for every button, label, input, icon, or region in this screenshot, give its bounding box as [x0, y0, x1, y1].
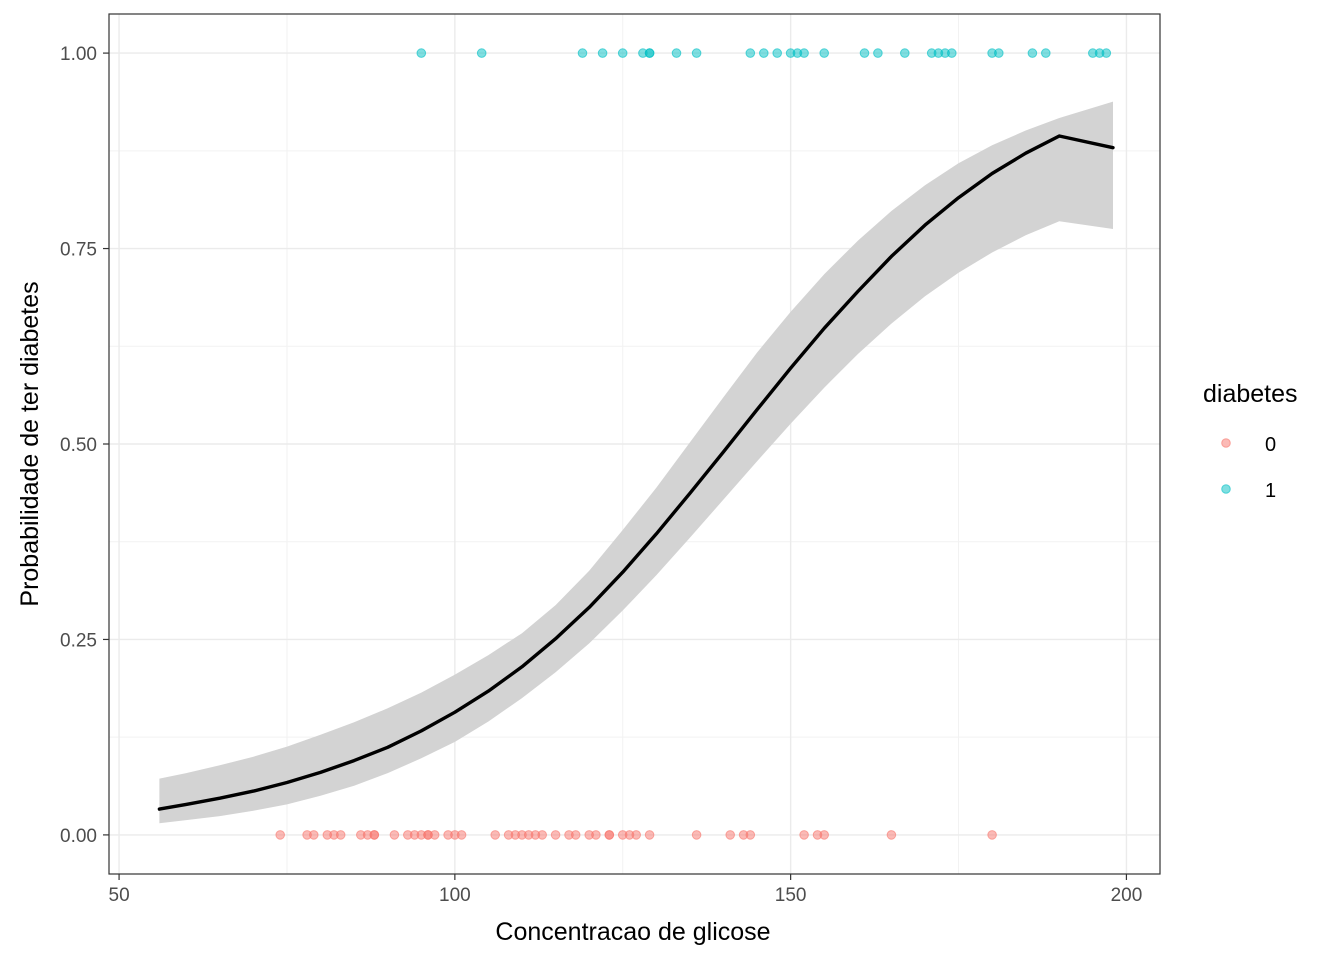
- data-point-group-0: [537, 830, 548, 840]
- data-point-group-1: [476, 48, 487, 58]
- data-point-group-1: [597, 48, 608, 58]
- data-point-group-1: [947, 48, 957, 58]
- data-point-group-0: [819, 830, 830, 840]
- y-tick-label: 1.00: [60, 44, 97, 65]
- data-point-group-1: [1101, 48, 1112, 58]
- data-point-group-1: [617, 48, 628, 58]
- legend-title: diabetes: [1203, 380, 1298, 408]
- data-point-group-0: [745, 830, 756, 840]
- data-point-group-0: [490, 830, 501, 840]
- data-point-group-0: [429, 830, 440, 840]
- y-tick-label: 0.50: [60, 435, 97, 456]
- data-point-group-0: [389, 830, 400, 840]
- data-point-group-1: [900, 48, 910, 58]
- y-tick-label: 0.25: [60, 630, 97, 651]
- data-point-group-1: [671, 48, 682, 58]
- x-tick-label: 200: [1111, 885, 1143, 906]
- fitted-logistic-curve: [157, 134, 1115, 811]
- data-point-group-1: [691, 48, 702, 58]
- data-point-group-1: [1027, 48, 1038, 58]
- legend-label-1: 1: [1265, 480, 1276, 502]
- data-point-group-1: [577, 48, 588, 58]
- data-point-group-1: [416, 48, 427, 58]
- data-point-group-0: [725, 830, 736, 840]
- data-point-group-0: [591, 830, 601, 840]
- x-tick-label: 150: [775, 885, 807, 906]
- confidence-band-layer: [159, 101, 1113, 824]
- data-point-group-1: [873, 48, 883, 58]
- data-point-group-1: [644, 48, 655, 58]
- legend-key-1: [1221, 484, 1231, 494]
- data-point-group-1: [799, 48, 809, 58]
- data-point-group-1: [745, 48, 756, 58]
- y-tick-label: 0.00: [60, 826, 97, 847]
- x-tick-label: 50: [109, 885, 130, 906]
- x-axis-title: Concentracao de glicose: [495, 918, 770, 946]
- data-point-group-1: [772, 48, 783, 58]
- legend: diabetes 01: [1203, 380, 1298, 502]
- data-point-group-0: [604, 830, 615, 840]
- data-point-group-0: [369, 830, 380, 840]
- legend-entries: 01: [1221, 434, 1276, 502]
- major-gridlines: [109, 14, 1160, 874]
- data-points-layer: [275, 48, 1112, 840]
- y-axis-title: Probabilidade de ter diabetes: [16, 281, 44, 606]
- data-point-group-0: [456, 830, 467, 840]
- data-point-group-0: [309, 830, 319, 840]
- data-point-group-0: [570, 830, 581, 840]
- legend-key-0: [1221, 438, 1231, 448]
- data-point-group-1: [819, 48, 830, 58]
- data-point-group-0: [691, 830, 702, 840]
- legend-label-0: 0: [1265, 434, 1276, 456]
- y-axis: 0.00 0.25 0.50 0.75 1.00: [60, 44, 109, 847]
- fit-line-layer: [157, 134, 1115, 811]
- data-point-group-1: [1041, 48, 1051, 58]
- data-point-group-0: [987, 830, 997, 840]
- data-point-group-0: [799, 830, 809, 840]
- y-tick-label: 0.75: [60, 240, 97, 261]
- data-point-group-1: [759, 48, 769, 58]
- x-tick-label: 100: [439, 885, 471, 906]
- data-point-group-1: [994, 48, 1004, 58]
- confidence-band: [159, 101, 1113, 824]
- data-point-group-0: [886, 830, 897, 840]
- data-point-group-0: [644, 830, 655, 840]
- data-point-group-0: [631, 830, 642, 840]
- data-point-group-0: [550, 830, 561, 840]
- data-point-group-1: [859, 48, 870, 58]
- data-point-group-0: [275, 830, 286, 840]
- x-axis: 50 100 150 200: [109, 874, 1143, 906]
- data-point-group-0: [335, 830, 346, 840]
